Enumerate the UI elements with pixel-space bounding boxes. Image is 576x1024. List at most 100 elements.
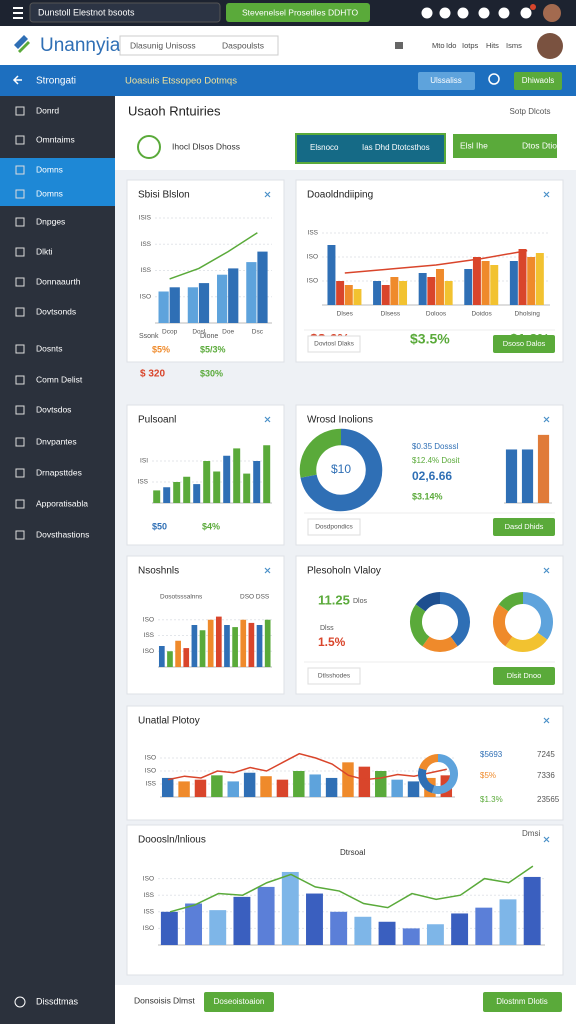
toolbar-button[interactable] (514, 72, 562, 90)
y-tick-label: ISS (138, 479, 149, 486)
panel-button[interactable] (493, 667, 555, 685)
bar (535, 253, 544, 305)
bar (264, 619, 271, 667)
footer-button[interactable] (204, 992, 274, 1012)
bar (256, 625, 263, 667)
avatar[interactable] (543, 4, 561, 22)
panel-link: Dovtosl Dlaks (314, 341, 354, 348)
menu-icon[interactable] (13, 7, 23, 19)
page-button[interactable] (453, 134, 557, 158)
toolbar-button[interactable] (418, 72, 475, 90)
top-button-text: Stevenelsel Prosetlles DDHTO (242, 7, 358, 17)
back-icon[interactable] (12, 75, 22, 85)
avatar[interactable] (537, 33, 563, 59)
icon[interactable] (520, 7, 532, 19)
close-icon[interactable] (264, 416, 271, 423)
footer-button[interactable] (483, 992, 562, 1012)
bar (309, 774, 321, 797)
sidebar-item: Dosnts (36, 343, 62, 353)
close-icon[interactable] (264, 191, 271, 198)
icon[interactable] (457, 7, 469, 19)
close-icon[interactable] (543, 717, 550, 724)
close-icon[interactable] (264, 567, 271, 574)
bar (375, 771, 387, 797)
bar (472, 257, 481, 305)
search-box[interactable] (29, 2, 221, 23)
sidebar-item: Domns (36, 188, 63, 198)
note: Dmsi (522, 829, 540, 838)
bar (499, 899, 517, 945)
panel: Doaoldndiiping ISO ISO ISS Dlses Dlsess Doloos… (295, 179, 564, 363)
bar (378, 921, 396, 945)
bar (418, 273, 427, 305)
x-tick-label: Dholsing (515, 311, 541, 318)
icon[interactable] (478, 7, 490, 19)
search-icon[interactable] (488, 73, 500, 85)
bar (232, 627, 238, 667)
y-tick-label: ISS (141, 267, 152, 274)
x-tick-label: Dosl (192, 329, 206, 336)
page-tools[interactable]: Sotp Dlcots (510, 107, 551, 116)
note: $5/3% (200, 344, 226, 354)
donut-segment (439, 592, 470, 647)
note: $5% (152, 344, 170, 354)
bar (185, 903, 203, 945)
header-input[interactable] (119, 35, 279, 56)
icon (15, 344, 25, 354)
icon[interactable] (498, 7, 510, 19)
bar (160, 911, 178, 945)
panel-title: Nsoshnls (138, 566, 179, 577)
bar (260, 776, 272, 797)
bar (407, 781, 420, 797)
button-text: Ulssaliss (430, 76, 462, 85)
bar (306, 893, 323, 945)
x-tick-label: Dcop (162, 329, 178, 336)
icon (15, 437, 25, 447)
sidebar-bottom[interactable]: Dissdtmas (36, 996, 79, 1006)
donut-center: $10 (331, 462, 351, 476)
tab-box[interactable] (295, 133, 446, 164)
y-tick-label: ISO (307, 254, 318, 261)
tab[interactable]: Ias Dhd Dtotcsthos (362, 143, 430, 152)
bar (276, 779, 289, 797)
bar (169, 287, 180, 323)
footer-link-box[interactable] (307, 335, 361, 353)
bar (257, 886, 275, 945)
top-icons (421, 7, 532, 19)
close-icon[interactable] (543, 191, 550, 198)
close-icon[interactable] (543, 416, 550, 423)
x-tick-label: Dlses (337, 311, 354, 318)
donut-segment (493, 604, 513, 647)
icon (15, 307, 25, 317)
close-icon[interactable] (543, 567, 550, 574)
footer-link[interactable]: Dlmst (173, 995, 195, 1005)
panel: Unatlal Plotoy ISS ISO ISO $5693 7245 $5% 7336 $… (126, 705, 564, 821)
icon (15, 375, 25, 385)
donut-segment (498, 592, 524, 612)
panel-button[interactable] (493, 518, 555, 536)
footer-link-box[interactable] (307, 667, 361, 685)
top-button[interactable] (226, 3, 370, 22)
bar (187, 287, 198, 323)
panel-button[interactable] (493, 335, 555, 353)
icon[interactable] (439, 7, 451, 19)
sidebar-item: Donrd (36, 105, 59, 115)
note: Dlos (353, 598, 368, 605)
bar (336, 281, 345, 305)
filter[interactable]: Uoasuis Etssopeo Dotmqs (125, 76, 237, 87)
tab[interactable]: Elsnoco (310, 143, 339, 152)
page-title: Usaoh Rntuiries (128, 103, 221, 118)
bar (224, 625, 230, 667)
donut-segment (422, 636, 458, 652)
footer-link-box[interactable] (307, 518, 361, 536)
icon[interactable] (421, 7, 433, 19)
note: $5693 (480, 750, 503, 759)
close-icon[interactable] (543, 836, 550, 843)
x-tick-label: Dsc (252, 329, 264, 336)
panel-link: Dosdpondics (315, 524, 353, 531)
bar (193, 484, 201, 503)
bar (325, 777, 338, 797)
bar (191, 625, 198, 667)
badge (530, 4, 536, 10)
